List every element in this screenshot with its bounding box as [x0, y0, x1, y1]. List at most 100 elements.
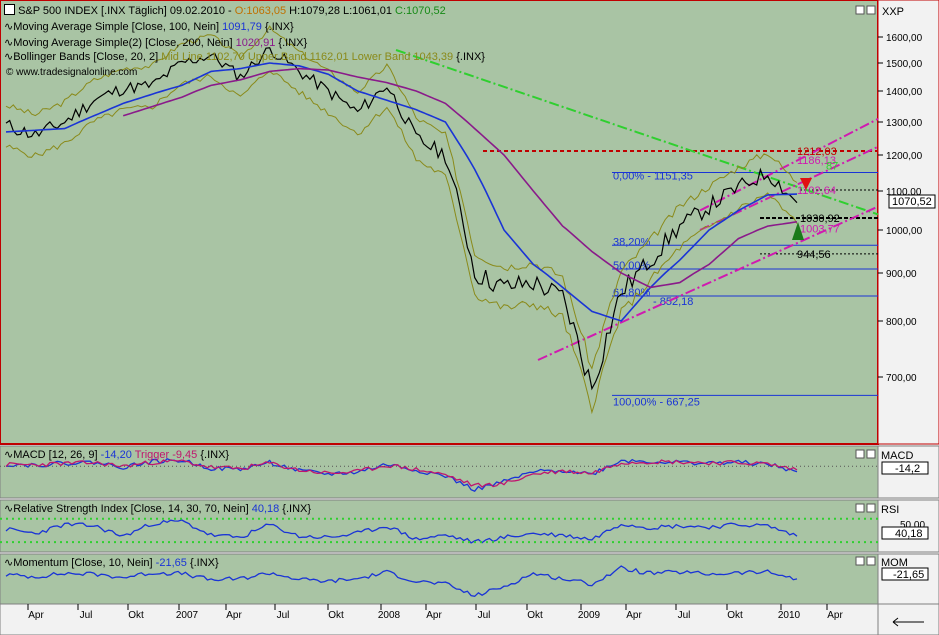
bollinger-legend[interactable]: ∿Bollinger Bands [Close, 20, 2] Mid Line…	[4, 50, 485, 64]
y-axis-ticks: 700,00 800,00 900,00 1000,00 1100,00 1200,00 1…	[878, 33, 923, 384]
main-title-legend[interactable]: S&P 500 INDEX [.INX Täglich] 09.02.2010 …	[4, 4, 446, 18]
ma100-suffix: {.INX}	[264, 21, 294, 33]
sell-arrow-icon	[800, 178, 812, 190]
mom-last-box	[881, 567, 929, 581]
y-tick-label: 1200,00	[886, 151, 923, 162]
fib-label: 100,00% - 667,25	[613, 396, 700, 408]
fib-label: 0,00% - 1151,35	[613, 171, 693, 183]
time-axis	[0, 603, 879, 635]
ma100-label: Moving Average Simple [Close, 100, Nein]	[13, 21, 220, 33]
rsi-window-buttons[interactable]	[855, 503, 876, 513]
x-tick-label: 2007	[176, 610, 199, 621]
x-tick-label: 2009	[578, 610, 601, 621]
macd-axis-title: MACD	[881, 450, 913, 462]
mom-last-value: -21,65	[893, 569, 924, 581]
y-axis-title: XXP	[882, 6, 904, 18]
macd-suffix: {.INX}	[200, 449, 230, 461]
line-icon: ∿	[4, 557, 14, 569]
title-text: S&P 500 INDEX [.INX Täglich] 09.02.2010 …	[18, 5, 235, 17]
mom-legend[interactable]: ∿Momentum [Close, 10, Nein] -21,65 {.INX…	[4, 556, 219, 570]
bb-suffix: {.INX}	[456, 51, 485, 63]
momentum-plot-area	[5, 565, 798, 598]
x-tick-label: 2008	[378, 610, 401, 621]
momentum-panel[interactable]	[0, 553, 879, 605]
series-line-0	[5, 47, 798, 391]
last-price-box	[888, 194, 936, 209]
rsi-suffix: {.INX}	[282, 503, 312, 515]
y-tick-label: 800,00	[886, 317, 917, 328]
magenta-upper-channel	[699, 118, 879, 212]
mom-label: Momentum [Close, 10, Nein]	[13, 557, 153, 569]
mom-window-buttons[interactable]	[855, 556, 876, 566]
rsi-label: Relative Strength Index [Close, 14, 30, …	[13, 503, 249, 515]
rsi-panel[interactable]	[0, 499, 879, 553]
title-close: C:1070,52	[395, 5, 446, 17]
mom-axis-title: MOM	[881, 557, 908, 569]
macd-plot-area	[0, 458, 878, 492]
x-tick-label: 2010	[778, 610, 801, 621]
mom-value: -21,65	[155, 557, 187, 569]
title-open: O:1063,05	[234, 5, 287, 17]
bb-label: Bollinger Bands [Close, 20, 2]	[13, 51, 159, 63]
macd-window-buttons[interactable]	[855, 449, 876, 459]
x-tick-label: Apr	[28, 610, 44, 621]
rsi-axis-title: RSI	[881, 504, 899, 516]
x-tick-label: Jul	[80, 610, 93, 621]
x-tick-label: Apr	[626, 610, 642, 621]
macd-last-value: -14,2	[895, 463, 920, 475]
line-icon: ∿	[4, 37, 14, 49]
rsi-legend[interactable]: ∿Relative Strength Index [Close, 14, 30,…	[4, 502, 311, 516]
main-window-buttons[interactable]	[855, 5, 876, 15]
marker-label: 87	[826, 160, 838, 172]
indicator-line	[5, 459, 798, 488]
copyright: © www.tradesignalonline.com	[6, 67, 138, 78]
y-tick-label: 1100,00	[886, 187, 922, 198]
macd-legend[interactable]: ∿MACD [12, 26, 9] -14,20 Trigger -9,45 {…	[4, 448, 229, 462]
rsi-value: 40,18	[251, 503, 280, 515]
macd-label: MACD [12, 26, 9]	[13, 449, 98, 461]
symbol-icon	[4, 4, 15, 15]
y-tick-label: 1000,00	[886, 226, 923, 237]
x-tick-label: Apr	[426, 610, 442, 621]
axis-corner	[877, 603, 939, 635]
ma200-value: 1020,91	[235, 37, 276, 49]
level-label: 1186,13	[797, 155, 836, 167]
level-label: 1030,92	[800, 213, 840, 225]
line-icon: ∿	[4, 21, 14, 33]
ma200-legend[interactable]: ∿Moving Average Simple(2) [Close, 200, N…	[4, 36, 307, 50]
rsi-last-value: 40,18	[895, 528, 923, 540]
x-tick-label: Jul	[478, 610, 491, 621]
x-tick-label: Apr	[827, 610, 843, 621]
ma100-value: 1091,79	[222, 21, 262, 33]
series-line-2	[122, 67, 798, 289]
ma100-legend[interactable]: ∿Moving Average Simple [Close, 100, Nein…	[4, 20, 294, 34]
line-icon: ∿	[4, 503, 14, 515]
last-price-label: 1070,52	[892, 196, 932, 208]
y-tick-label: 900,00	[886, 269, 917, 280]
magenta-lower-channel	[537, 205, 879, 361]
rsi-last-box	[881, 526, 929, 540]
bb-upper: Upper Band 1162,01	[247, 51, 349, 63]
y-tick-label: 700,00	[886, 373, 917, 384]
green-downtrend-line	[395, 49, 879, 216]
scroll-arrow-icon[interactable]	[892, 617, 924, 627]
main-y-axis[interactable]	[877, 0, 939, 445]
y-tick-label: 1400,00	[886, 87, 923, 98]
bb-mid: Mid Line 1102,70	[161, 51, 245, 63]
main-price-panel[interactable]	[0, 0, 879, 445]
level-label: 1212,03	[797, 146, 837, 158]
ma200-suffix: {.INX}	[278, 37, 308, 49]
level-label: 944,56	[797, 249, 831, 261]
x-tick-label: Apr	[226, 610, 242, 621]
macd-panel[interactable]	[0, 445, 879, 499]
mom-suffix: {.INX}	[189, 557, 219, 569]
macd-trigger-label: Trigger	[134, 449, 170, 461]
indicator-line	[5, 565, 798, 598]
bollinger-upper	[5, 25, 798, 370]
fib-label: 38,20%	[613, 236, 651, 248]
rsi-tick-50: 50,00	[900, 520, 925, 531]
x-tick-label: Okt	[527, 610, 543, 621]
x-tick-label: Okt	[328, 610, 344, 621]
line-icon: ∿	[4, 51, 14, 63]
